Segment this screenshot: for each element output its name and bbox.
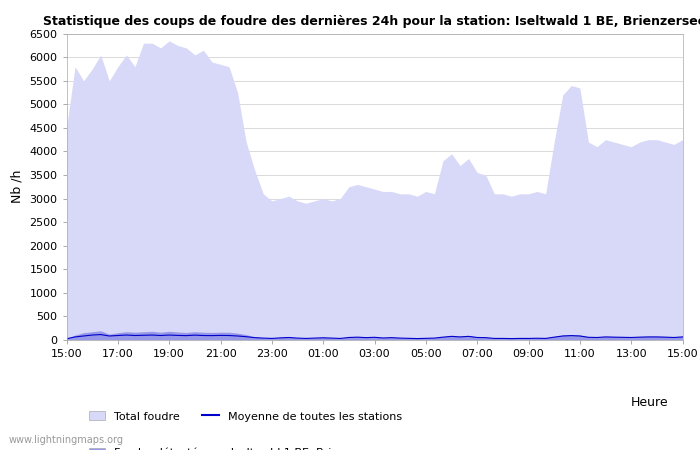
Legend: Foudre détectée par Iseltwald 1 BE, Brienzersee: Foudre détectée par Iseltwald 1 BE, Brie… [85, 443, 387, 450]
Y-axis label: Nb /h: Nb /h [10, 170, 24, 203]
Text: Heure: Heure [631, 396, 668, 409]
Title: Statistique des coups de foudre des dernières 24h pour la station: Iseltwald 1 B: Statistique des coups de foudre des dern… [43, 15, 700, 28]
Text: www.lightningmaps.org: www.lightningmaps.org [8, 435, 123, 445]
